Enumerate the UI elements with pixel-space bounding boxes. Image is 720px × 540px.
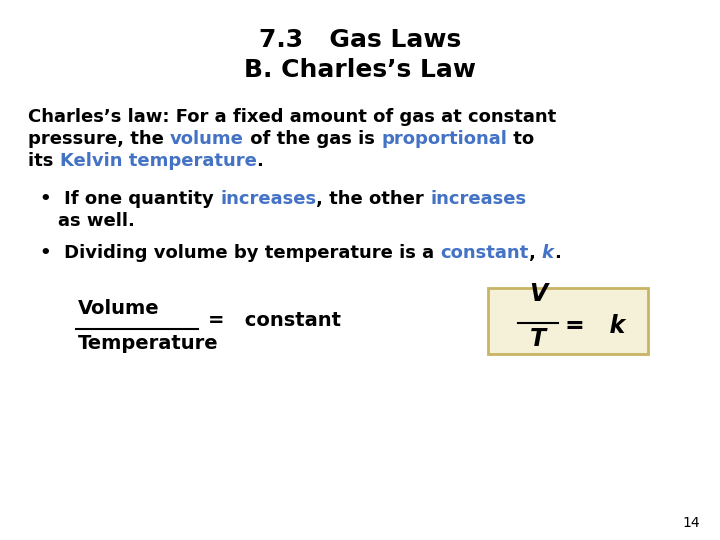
Text: V: V bbox=[529, 282, 547, 306]
Text: volume: volume bbox=[170, 130, 244, 148]
Point bbox=[487, 310, 496, 317]
Text: 7.3   Gas Laws: 7.3 Gas Laws bbox=[259, 28, 461, 52]
Text: Kelvin temperature: Kelvin temperature bbox=[60, 152, 256, 170]
Text: pressure, the: pressure, the bbox=[28, 130, 170, 148]
Point bbox=[518, 310, 527, 317]
Text: =   k: = k bbox=[565, 314, 625, 338]
Text: •  Dividing volume by temperature is a: • Dividing volume by temperature is a bbox=[40, 244, 441, 262]
Text: Charles’s law: For a fixed amount of gas at constant: Charles’s law: For a fixed amount of gas… bbox=[28, 108, 557, 126]
Text: increases: increases bbox=[430, 190, 526, 208]
Text: constant: constant bbox=[441, 244, 528, 262]
FancyBboxPatch shape bbox=[488, 288, 648, 354]
Text: Temperature: Temperature bbox=[78, 334, 219, 353]
Text: Volume: Volume bbox=[78, 299, 160, 318]
Text: proportional: proportional bbox=[381, 130, 507, 148]
Text: k: k bbox=[541, 244, 554, 262]
Text: •  If one quantity: • If one quantity bbox=[40, 190, 220, 208]
Text: its: its bbox=[28, 152, 60, 170]
Text: .: . bbox=[256, 152, 264, 170]
Text: increases: increases bbox=[220, 190, 316, 208]
Text: =   constant: = constant bbox=[208, 312, 341, 330]
Point bbox=[145, 315, 153, 321]
Text: B. Charles’s Law: B. Charles’s Law bbox=[244, 58, 476, 82]
Text: to: to bbox=[507, 130, 534, 148]
Text: ,: , bbox=[528, 244, 541, 262]
Text: of the gas is: of the gas is bbox=[244, 130, 381, 148]
Text: 14: 14 bbox=[683, 516, 700, 530]
Text: , the other: , the other bbox=[316, 190, 430, 208]
Text: T: T bbox=[530, 327, 546, 351]
Text: as well.: as well. bbox=[58, 212, 135, 230]
Text: .: . bbox=[554, 244, 561, 262]
Point bbox=[239, 315, 248, 321]
